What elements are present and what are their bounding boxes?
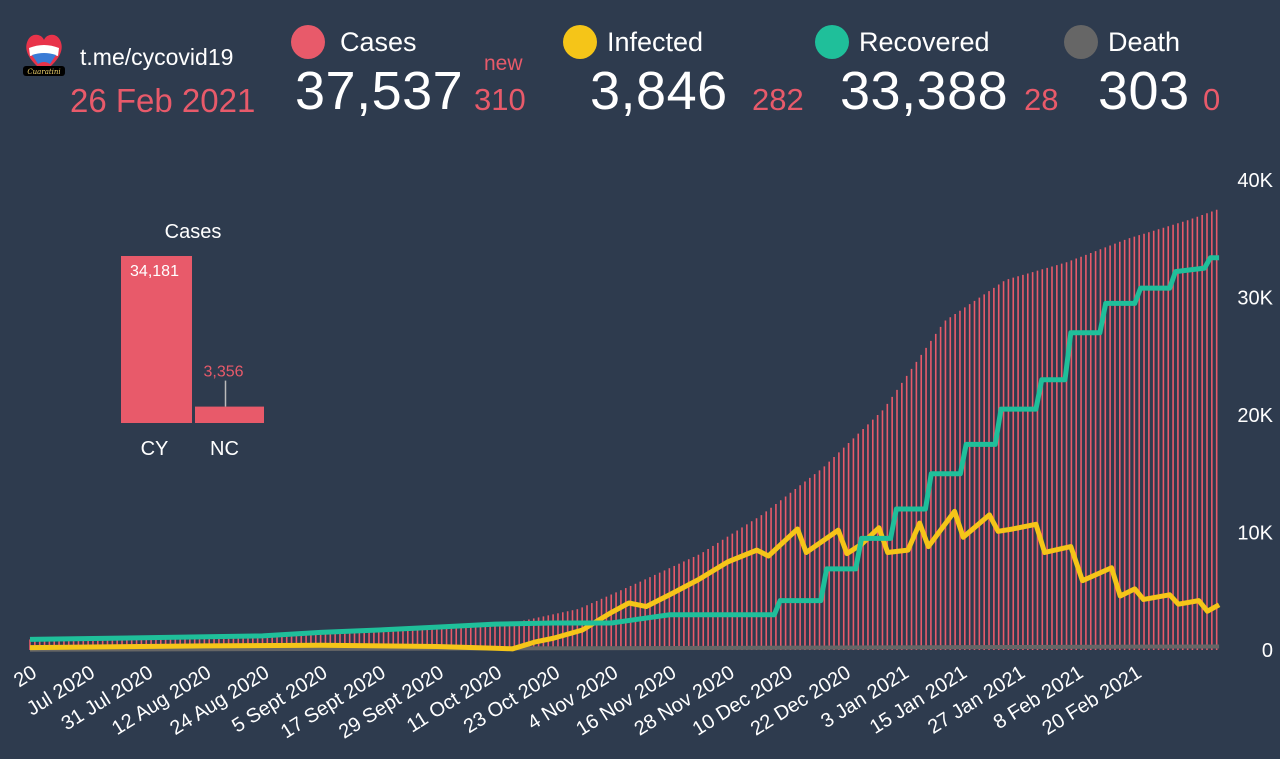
inset-bar-cy <box>121 256 192 423</box>
y-axis: 0 10K 20K 30K 40K <box>1237 170 1273 662</box>
inset-value-label: 3,356 <box>203 364 243 381</box>
channel-logo: Cuaratini <box>22 28 66 80</box>
cases-by-region-inset: Cases 34,181 CY 3,356 NC <box>121 221 264 460</box>
recovered-label: Recovered <box>859 27 990 57</box>
new-label: new <box>484 52 523 75</box>
recovered-value: 33,388 <box>840 61 1009 121</box>
infected-line <box>29 508 1221 652</box>
death-label: Death <box>1108 27 1181 57</box>
report-date: 26 Feb 2021 <box>70 82 256 119</box>
y-tick-label: 20K <box>1237 405 1273 427</box>
channel-link[interactable]: t.me/cycovid19 <box>80 44 234 70</box>
y-tick-label: 30K <box>1237 288 1273 310</box>
cases-delta: 310 <box>474 82 526 117</box>
heart-cyprus-icon: Cuaratini <box>23 34 65 76</box>
recovered-delta: 28 <box>1024 82 1059 117</box>
x-tick-label: 20 <box>10 662 41 692</box>
inset-title: Cases <box>165 221 222 243</box>
recovered-line <box>29 255 1220 642</box>
infected-label: Infected <box>607 27 704 57</box>
cases-bars <box>29 209 1218 650</box>
death-legend-dot <box>1064 25 1098 59</box>
series-lines <box>29 255 1221 652</box>
death-delta: 0 <box>1203 82 1221 117</box>
cases-value: 37,537 <box>295 61 464 121</box>
infected-delta: 282 <box>752 82 804 117</box>
death-line <box>29 644 1220 652</box>
recovered-legend-dot <box>815 25 849 59</box>
inset-value-label: 34,181 <box>130 263 179 280</box>
inset-category-label: NC <box>210 438 239 460</box>
y-tick-label: 0 <box>1262 640 1273 662</box>
y-tick-label: 40K <box>1237 170 1273 192</box>
death-value: 303 <box>1098 61 1190 121</box>
cases-label: Cases <box>340 27 417 57</box>
inset-bar-nc <box>195 406 264 423</box>
svg-text:Cuaratini: Cuaratini <box>27 68 60 76</box>
y-tick-label: 10K <box>1237 523 1273 545</box>
infected-value: 3,846 <box>590 61 728 121</box>
infected-legend-dot <box>563 25 597 59</box>
inset-category-label: CY <box>141 438 169 460</box>
cases-legend-dot <box>291 25 325 59</box>
